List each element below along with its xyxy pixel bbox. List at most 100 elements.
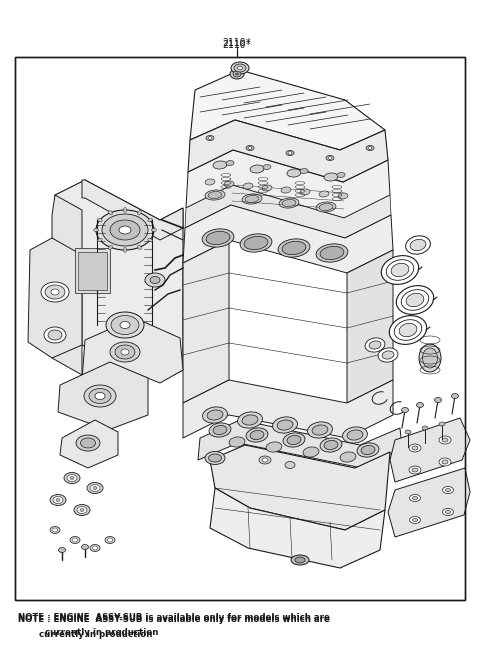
- Ellipse shape: [50, 495, 66, 505]
- Ellipse shape: [150, 277, 160, 284]
- Ellipse shape: [422, 426, 428, 430]
- Ellipse shape: [93, 546, 97, 550]
- Ellipse shape: [412, 446, 418, 450]
- Ellipse shape: [213, 426, 227, 434]
- Ellipse shape: [320, 246, 344, 260]
- Ellipse shape: [324, 173, 338, 181]
- Ellipse shape: [291, 555, 309, 565]
- Ellipse shape: [445, 510, 451, 514]
- Ellipse shape: [281, 187, 291, 193]
- Ellipse shape: [319, 191, 329, 197]
- Ellipse shape: [409, 444, 421, 452]
- Ellipse shape: [148, 238, 153, 242]
- Ellipse shape: [234, 64, 246, 72]
- Ellipse shape: [434, 397, 442, 403]
- Ellipse shape: [320, 438, 342, 452]
- Ellipse shape: [282, 200, 296, 206]
- Ellipse shape: [81, 438, 96, 448]
- Ellipse shape: [231, 62, 249, 74]
- Ellipse shape: [443, 509, 454, 516]
- Ellipse shape: [77, 507, 87, 514]
- Ellipse shape: [56, 499, 60, 501]
- Ellipse shape: [203, 407, 228, 423]
- Ellipse shape: [283, 433, 305, 447]
- Ellipse shape: [95, 392, 105, 399]
- Ellipse shape: [300, 189, 310, 195]
- Text: currently in production: currently in production: [45, 628, 158, 637]
- Ellipse shape: [312, 425, 328, 435]
- Ellipse shape: [452, 394, 458, 399]
- Ellipse shape: [230, 69, 244, 79]
- Ellipse shape: [277, 420, 293, 430]
- Ellipse shape: [285, 461, 295, 468]
- Ellipse shape: [412, 497, 418, 499]
- Ellipse shape: [412, 518, 418, 522]
- Ellipse shape: [206, 231, 230, 244]
- Ellipse shape: [250, 430, 264, 440]
- Ellipse shape: [439, 422, 445, 426]
- Ellipse shape: [41, 282, 69, 302]
- Ellipse shape: [205, 179, 215, 185]
- Polygon shape: [210, 488, 385, 568]
- Ellipse shape: [74, 505, 90, 516]
- Polygon shape: [28, 238, 82, 358]
- Ellipse shape: [409, 495, 420, 501]
- Ellipse shape: [288, 152, 292, 154]
- Ellipse shape: [278, 239, 310, 257]
- Polygon shape: [198, 420, 402, 468]
- Ellipse shape: [53, 497, 63, 503]
- Ellipse shape: [123, 208, 127, 212]
- Ellipse shape: [224, 181, 234, 187]
- Ellipse shape: [381, 256, 419, 284]
- Ellipse shape: [229, 437, 245, 447]
- Ellipse shape: [340, 452, 356, 462]
- Polygon shape: [82, 180, 183, 240]
- Ellipse shape: [121, 349, 129, 355]
- Ellipse shape: [410, 239, 426, 250]
- Ellipse shape: [67, 474, 77, 482]
- Polygon shape: [210, 445, 390, 530]
- Ellipse shape: [233, 71, 241, 77]
- Ellipse shape: [250, 165, 264, 173]
- Ellipse shape: [442, 460, 448, 464]
- Ellipse shape: [324, 440, 338, 449]
- Ellipse shape: [138, 210, 141, 215]
- Ellipse shape: [44, 327, 66, 343]
- Ellipse shape: [205, 190, 225, 200]
- Ellipse shape: [282, 241, 306, 255]
- Polygon shape: [390, 418, 470, 482]
- Ellipse shape: [243, 183, 253, 189]
- Ellipse shape: [262, 185, 272, 191]
- Ellipse shape: [246, 428, 268, 442]
- Ellipse shape: [366, 145, 374, 150]
- Ellipse shape: [389, 315, 427, 344]
- Ellipse shape: [347, 430, 363, 440]
- Ellipse shape: [409, 466, 421, 474]
- Ellipse shape: [246, 145, 254, 150]
- Bar: [15, 57, 465, 600]
- Polygon shape: [183, 205, 393, 273]
- Ellipse shape: [108, 210, 112, 215]
- Ellipse shape: [106, 312, 144, 338]
- Ellipse shape: [365, 338, 385, 352]
- Ellipse shape: [391, 263, 409, 277]
- Ellipse shape: [93, 486, 97, 489]
- Ellipse shape: [248, 147, 252, 150]
- Ellipse shape: [245, 196, 259, 202]
- Ellipse shape: [205, 451, 225, 464]
- Ellipse shape: [386, 260, 414, 281]
- Ellipse shape: [300, 168, 308, 173]
- Polygon shape: [82, 318, 183, 383]
- Ellipse shape: [439, 458, 451, 466]
- Ellipse shape: [102, 214, 148, 246]
- Text: NOTE : ENGINE  ASSY-SUB is available only for models which are: NOTE : ENGINE ASSY-SUB is available only…: [18, 613, 330, 622]
- Polygon shape: [347, 250, 393, 403]
- Ellipse shape: [90, 484, 100, 491]
- Ellipse shape: [120, 321, 130, 328]
- Polygon shape: [52, 195, 82, 375]
- Polygon shape: [190, 70, 385, 150]
- Ellipse shape: [394, 320, 422, 340]
- Ellipse shape: [308, 422, 333, 438]
- Ellipse shape: [412, 468, 418, 472]
- Ellipse shape: [338, 193, 348, 199]
